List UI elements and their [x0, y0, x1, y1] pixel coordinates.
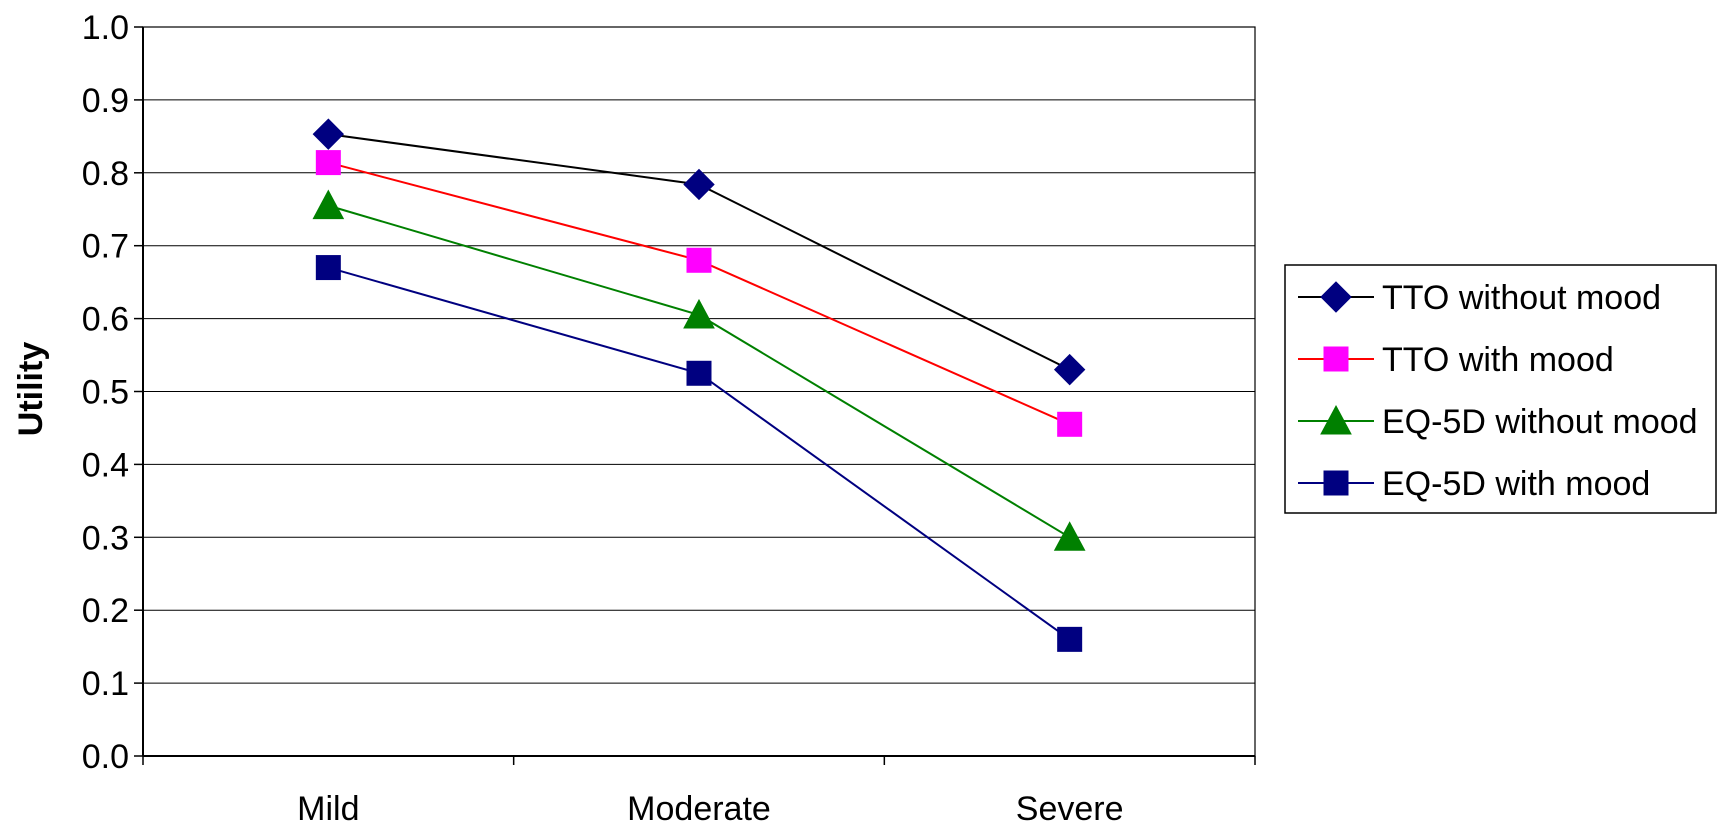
series-1: [312, 118, 1086, 386]
y-tick-label: 0.2: [82, 592, 129, 630]
data-point-marker: [1053, 521, 1086, 551]
legend-entry: TTO without mood: [1298, 279, 1661, 317]
series-2: [315, 150, 1083, 437]
x-tick-label: Moderate: [627, 790, 771, 827]
x-tick-label: Severe: [1016, 790, 1124, 827]
legend-label: TTO with mood: [1382, 341, 1614, 379]
legend-label: EQ-5D with mood: [1382, 465, 1650, 503]
x-tick-label: Mild: [297, 790, 359, 827]
legend-entry: TTO with mood: [1298, 341, 1614, 379]
data-point-marker: [686, 360, 712, 386]
x-axis-ticks: Mild Moderate Severe: [142, 756, 1256, 827]
data-point-marker: [686, 247, 712, 273]
legend-entry: EQ-5D with mood: [1298, 465, 1650, 503]
data-point-marker: [312, 189, 345, 220]
data-point-marker: [683, 168, 715, 201]
legend-label: TTO without mood: [1382, 279, 1661, 317]
data-point-marker: [315, 150, 341, 176]
y-tick-label: 0.9: [82, 82, 129, 120]
y-tick-label: 0.8: [82, 155, 129, 193]
y-tick-label: 1.0: [82, 9, 129, 47]
data-point-marker: [1057, 626, 1083, 652]
legend-marker: [1323, 470, 1349, 496]
series-4: [315, 255, 1083, 652]
y-axis-ticks: 0.0 0.1 0.2 0.3 0.4 0.5 0.6 0.7 0.8 0.9 1.0: [82, 9, 143, 776]
series-3: [312, 189, 1086, 551]
data-point-marker: [683, 298, 715, 329]
legend: TTO without mood TTO with mood EQ-5D witho…: [1284, 264, 1717, 514]
legend-label: EQ-5D without mood: [1382, 403, 1698, 441]
data-point-marker: [1053, 353, 1086, 386]
legend-entry: EQ-5D without mood: [1298, 403, 1698, 441]
series-layer: [312, 118, 1086, 652]
y-axis-title: Utility: [12, 342, 50, 437]
y-tick-label: 0.0: [82, 738, 129, 776]
data-point-marker: [315, 255, 341, 281]
y-tick-label: 0.1: [82, 665, 129, 703]
y-tick-label: 0.6: [82, 301, 129, 339]
legend-box: [1284, 264, 1717, 514]
legend-marker: [1320, 404, 1352, 435]
y-tick-label: 0.3: [82, 519, 129, 557]
data-point-marker: [312, 118, 345, 150]
y-tick-label: 0.5: [82, 374, 129, 412]
legend-marker: [1320, 281, 1352, 313]
data-point-marker: [1057, 411, 1083, 437]
gridlines: [143, 26, 1255, 684]
y-tick-label: 0.4: [82, 446, 129, 484]
y-tick-label: 0.7: [82, 228, 129, 266]
legend-marker: [1323, 346, 1349, 372]
